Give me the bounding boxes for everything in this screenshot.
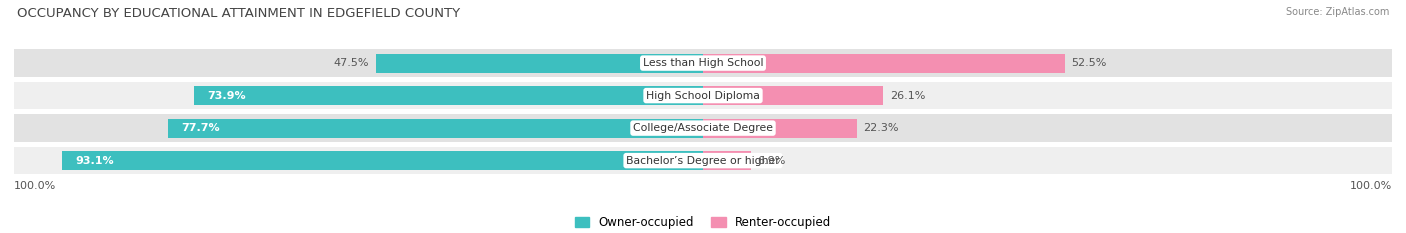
Text: 77.7%: 77.7% [181,123,221,133]
Text: 100.0%: 100.0% [1350,181,1392,191]
Text: Less than High School: Less than High School [643,58,763,68]
Text: Bachelor’s Degree or higher: Bachelor’s Degree or higher [626,156,780,166]
Bar [703,119,856,137]
Bar [14,114,1392,142]
Text: High School Diploma: High School Diploma [647,91,759,101]
Bar [14,82,1392,110]
Text: 6.9%: 6.9% [758,156,786,166]
Text: 52.5%: 52.5% [1071,58,1107,68]
Text: 22.3%: 22.3% [863,123,898,133]
Bar [62,151,703,170]
Bar [703,151,751,170]
Bar [703,54,1064,72]
Text: 73.9%: 73.9% [208,91,246,101]
Text: Source: ZipAtlas.com: Source: ZipAtlas.com [1285,7,1389,17]
Text: 100.0%: 100.0% [14,181,56,191]
Bar [167,119,703,137]
Text: 47.5%: 47.5% [333,58,368,68]
Legend: Owner-occupied, Renter-occupied: Owner-occupied, Renter-occupied [575,216,831,229]
Text: 93.1%: 93.1% [76,156,114,166]
Bar [14,49,1392,77]
Text: College/Associate Degree: College/Associate Degree [633,123,773,133]
Bar [194,86,703,105]
Text: OCCUPANCY BY EDUCATIONAL ATTAINMENT IN EDGEFIELD COUNTY: OCCUPANCY BY EDUCATIONAL ATTAINMENT IN E… [17,7,460,20]
Bar [375,54,703,72]
Bar [703,86,883,105]
Text: 26.1%: 26.1% [890,91,925,101]
Bar [14,147,1392,175]
